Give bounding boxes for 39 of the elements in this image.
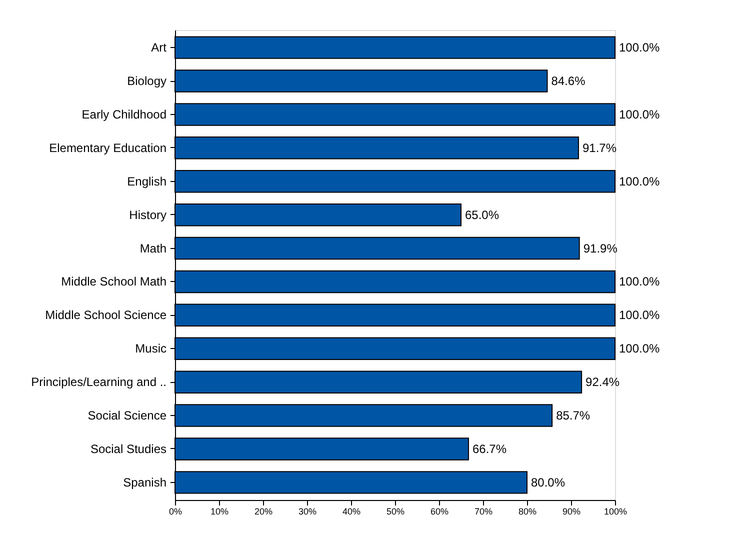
x-tick-label: 10% bbox=[210, 506, 229, 516]
data-label: 91.7% bbox=[582, 140, 617, 155]
x-tick-label: 70% bbox=[474, 506, 493, 516]
data-label: 100.0% bbox=[619, 342, 660, 356]
x-tick-label: 30% bbox=[298, 506, 317, 516]
x-tick-label: 40% bbox=[342, 506, 361, 516]
y-tick-label: Middle School Science bbox=[45, 308, 167, 322]
y-tick-label: Social Science bbox=[88, 408, 167, 423]
x-tick-label: 50% bbox=[386, 506, 405, 516]
data-label: 80.0% bbox=[531, 475, 566, 490]
y-tick-label: Middle School Math bbox=[61, 274, 166, 289]
x-tick-label: 80% bbox=[518, 506, 537, 516]
y-tick-label: Principles/Learning and .. bbox=[31, 375, 166, 390]
x-tick-label: 0% bbox=[168, 506, 182, 516]
data-label: 92.4% bbox=[586, 375, 620, 390]
y-tick-label: Biology bbox=[127, 74, 166, 88]
y-tick-label: Elementary Education bbox=[49, 140, 166, 155]
data-label: 91.9% bbox=[583, 241, 618, 256]
y-tick-label: Art bbox=[151, 40, 168, 55]
y-tick-label: English bbox=[127, 174, 166, 188]
y-tick-label: Music bbox=[135, 342, 166, 356]
data-label: 85.7% bbox=[556, 408, 590, 423]
data-label: 100.0% bbox=[619, 40, 660, 55]
y-tick-label: Early Childhood bbox=[82, 107, 166, 122]
data-label: 66.7% bbox=[472, 442, 507, 456]
data-label: 100.0% bbox=[619, 308, 660, 322]
x-tick-label: 100% bbox=[604, 506, 628, 516]
y-tick-label: Social Studies bbox=[90, 442, 166, 456]
data-label: 100.0% bbox=[619, 174, 660, 188]
data-label: 100.0% bbox=[619, 107, 660, 122]
y-tick-label: Spanish bbox=[123, 475, 166, 490]
data-label: 84.6% bbox=[551, 74, 586, 88]
data-label: 65.0% bbox=[465, 208, 500, 222]
x-tick-label: 90% bbox=[562, 506, 581, 516]
y-tick-label: Math bbox=[140, 241, 166, 256]
x-tick-label: 60% bbox=[430, 506, 449, 516]
y-tick-label: History bbox=[129, 208, 166, 222]
data-label: 100.0% bbox=[619, 274, 660, 289]
x-tick-label: 20% bbox=[254, 506, 273, 516]
